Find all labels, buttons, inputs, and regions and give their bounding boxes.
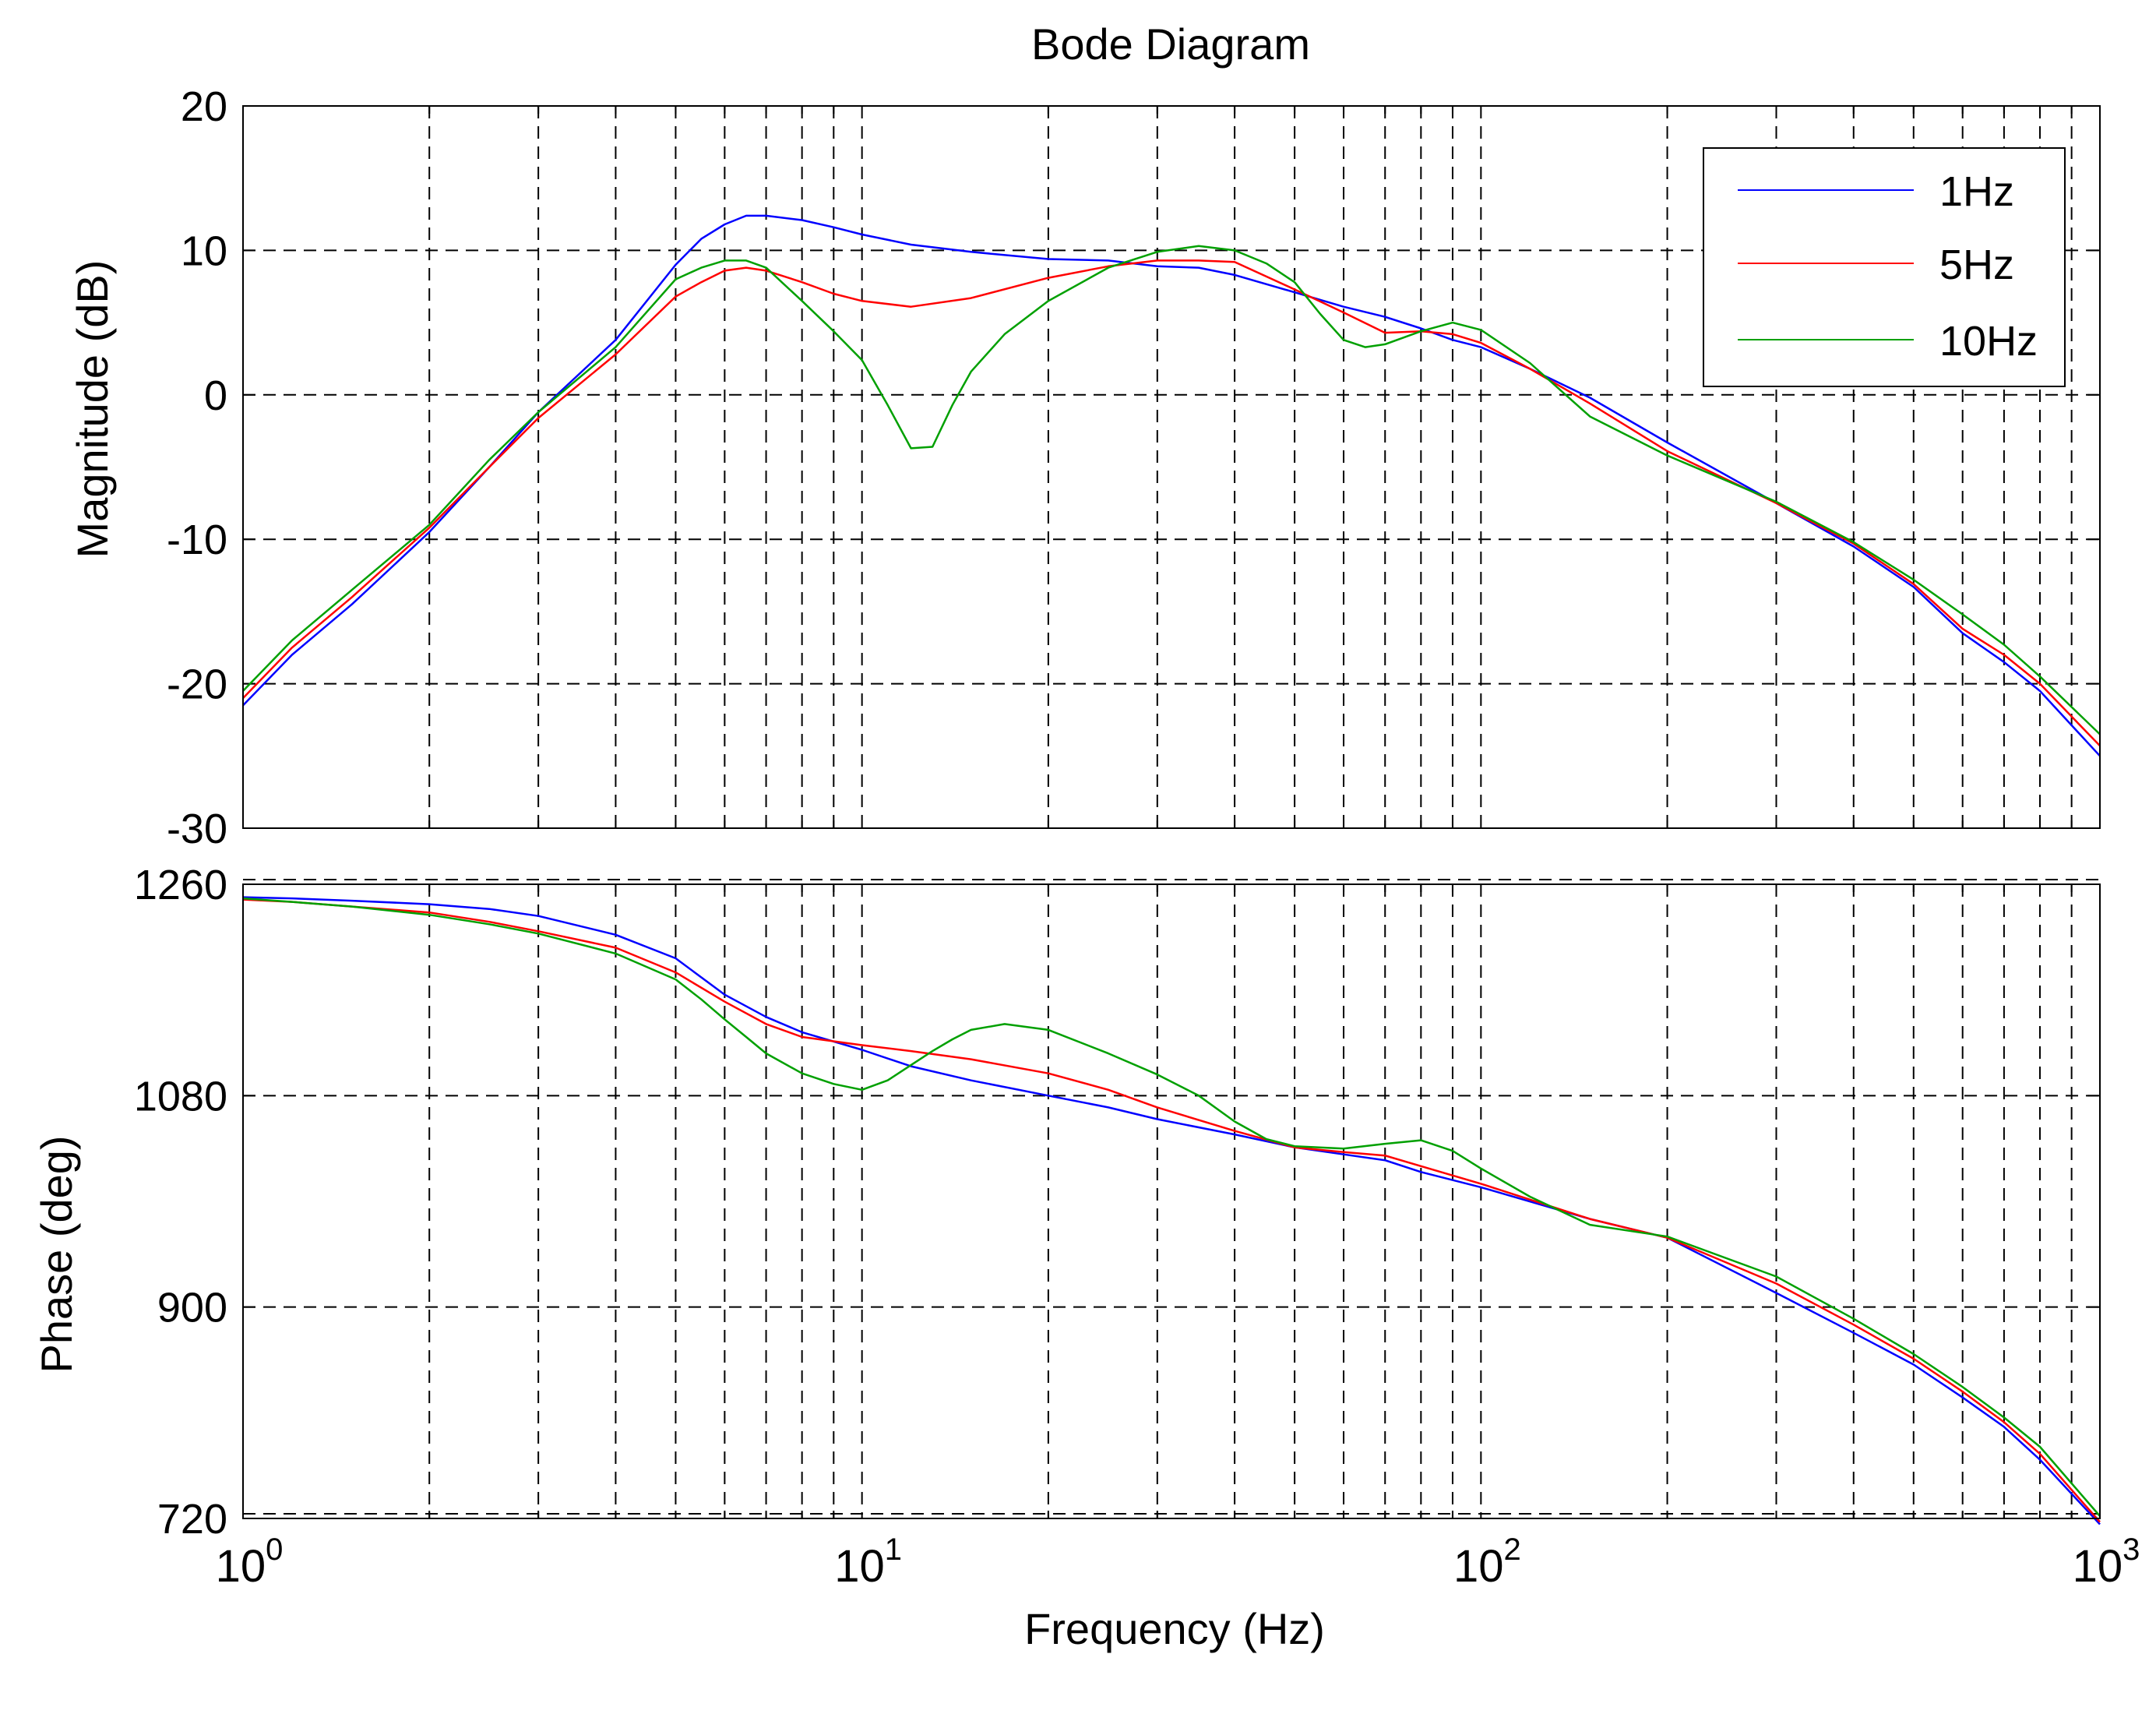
phase-ytick-label: 1260 — [134, 862, 227, 908]
legend: 1Hz 5Hz 10Hz — [1703, 147, 2066, 387]
magnitude-ytick-label: 10 — [181, 227, 227, 274]
phase-ytick-label: 900 — [157, 1285, 227, 1331]
magnitude-ytick-label: 20 — [181, 83, 227, 130]
legend-label-10hz: 10Hz — [1939, 318, 2038, 365]
phase-series-10hz — [242, 897, 2101, 1517]
phase-series-1hz — [242, 896, 2101, 1525]
phase-y-axis-label: Phase (deg) — [32, 1135, 81, 1373]
x-axis-label: Frequency (Hz) — [1024, 1604, 1325, 1653]
x-tick-label: 102 — [1453, 1532, 1521, 1592]
x-tick-label: 103 — [2073, 1532, 2140, 1592]
x-tick-labels: 100 101 102 103 — [216, 1532, 2140, 1592]
magnitude-ytick-label: -10 — [167, 517, 227, 563]
phase-grid — [243, 879, 2100, 1519]
legend-label-1hz: 1Hz — [1939, 168, 2014, 215]
chart-title: Bode Diagram — [1031, 19, 1310, 69]
phase-axes-frame — [242, 883, 2101, 1519]
legend-label-5hz: 5Hz — [1939, 242, 2014, 288]
phase-panel: 1260 1080 900 720 — [134, 862, 2101, 1543]
phase-series-group — [242, 896, 2101, 1525]
magnitude-ytick-label: -20 — [167, 661, 227, 708]
magnitude-ytick-label: -30 — [167, 806, 227, 852]
magnitude-y-axis-label: Magnitude (dB) — [68, 260, 117, 559]
magnitude-axes-frame — [242, 105, 2101, 829]
phase-ytick-label: 1080 — [134, 1073, 227, 1120]
phase-ytick-label: 720 — [157, 1496, 227, 1543]
phase-series-5hz — [242, 898, 2101, 1523]
magnitude-series-10hz — [242, 245, 2101, 735]
x-tick-label: 100 — [216, 1532, 284, 1592]
legend-box — [1703, 147, 2066, 387]
x-tick-label: 101 — [834, 1532, 902, 1592]
magnitude-series-group — [242, 214, 2101, 757]
magnitude-ytick-label: 0 — [204, 372, 227, 419]
